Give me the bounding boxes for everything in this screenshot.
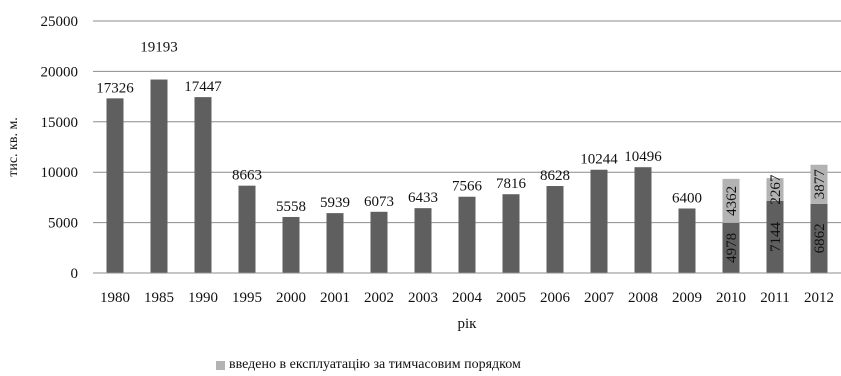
- x-tick-label: 2009: [672, 290, 702, 306]
- x-axis-label: рік: [458, 316, 478, 332]
- x-tick-label: 2011: [760, 290, 789, 306]
- bars: [106, 79, 828, 274]
- data-label-2012: 6862: [812, 223, 828, 253]
- bar-temp-2010: [722, 178, 740, 223]
- bar-temp-2012: [810, 164, 828, 204]
- legend-label: введено в експлуатацію за тимчасовим пор…: [229, 357, 521, 372]
- y-tick-label: 0: [71, 266, 79, 282]
- bar-1980: [106, 98, 124, 274]
- gridlines: [93, 20, 841, 224]
- x-tick-label: 2007: [584, 290, 615, 306]
- y-tick-label: 15000: [41, 115, 79, 131]
- data-label-2005: 7816: [496, 176, 527, 192]
- data-label-1985: 19193: [140, 40, 178, 56]
- legend: введено в експлуатацію за тимчасовим пор…: [216, 356, 521, 374]
- data-labels: 17326 19193 17447 8663 5558 5939 6073 6433 7566 7…: [96, 40, 828, 263]
- x-tick-label: 2010: [716, 290, 746, 306]
- bar-2008: [634, 167, 652, 273]
- data-label-2003: 6433: [408, 190, 438, 206]
- bar-2000: [282, 216, 300, 273]
- data-label-1990: 17447: [184, 79, 222, 95]
- x-tick-label: 2006: [540, 290, 571, 306]
- y-tick-label: 10000: [41, 165, 79, 181]
- data-label-2009: 6400: [672, 190, 702, 206]
- data-label-2008: 10496: [624, 149, 662, 165]
- x-tick-label: 2008: [628, 290, 658, 306]
- data-label-1995: 8663: [232, 168, 262, 184]
- bar-2011: [766, 200, 784, 273]
- x-axis-tick-labels: 1980 1985 1990 1995 2000 2001 2002 2003 2004 2005…: [100, 290, 834, 306]
- x-tick-label: 1980: [100, 290, 130, 306]
- data-label-2004: 7566: [452, 179, 483, 195]
- bar-1995: [238, 185, 256, 273]
- data-label-2006: 8628: [540, 168, 570, 184]
- x-tick-label: 2001: [320, 290, 350, 306]
- data-label-2011: 7144: [768, 221, 784, 252]
- y-tick-label: 20000: [41, 64, 79, 80]
- x-tick-label: 2000: [276, 290, 306, 306]
- bar-1990: [194, 97, 212, 273]
- y-axis-tick-labels: 0 5000 10000 15000 20000 25000: [41, 14, 79, 282]
- x-tick-label: 1985: [144, 290, 174, 306]
- bar-2003: [414, 208, 432, 273]
- bar-2009: [678, 208, 696, 273]
- x-tick-label: 1990: [188, 290, 218, 306]
- bar-2002: [370, 211, 388, 273]
- bar-2001: [326, 213, 344, 273]
- bar-2010: [722, 222, 740, 273]
- data-label-2000: 5558: [276, 199, 306, 215]
- bar-temp-2011: [766, 178, 784, 201]
- x-tick-label: 2004: [452, 290, 483, 306]
- data-label-2002: 6073: [364, 194, 394, 210]
- bar-2012: [810, 203, 828, 273]
- bar-2005: [502, 194, 520, 273]
- bar-2004: [458, 196, 476, 273]
- y-tick-label: 25000: [41, 14, 79, 30]
- x-tick-label: 2012: [804, 290, 834, 306]
- bar-1985: [150, 79, 168, 273]
- bar-2006: [546, 186, 564, 273]
- data-label-2001: 5939: [320, 195, 350, 211]
- data-label-2007: 10244: [580, 152, 618, 168]
- data-label-temp-2012: 3877: [812, 169, 828, 200]
- data-label-2010: 4978: [724, 233, 740, 263]
- x-tick-label: 2005: [496, 290, 526, 306]
- data-label-1980: 17326: [96, 80, 134, 96]
- y-axis-label: тис. кв. м.: [6, 117, 21, 177]
- x-tick-label: 2003: [408, 290, 438, 306]
- data-label-temp-2010: 4362: [724, 186, 740, 216]
- bar-2007: [590, 169, 608, 273]
- data-label-temp-2011: 2267: [768, 174, 784, 205]
- x-tick-label: 2002: [364, 290, 394, 306]
- x-tick-label: 1995: [232, 290, 262, 306]
- legend-swatch: [216, 360, 225, 370]
- y-tick-label: 5000: [48, 216, 78, 232]
